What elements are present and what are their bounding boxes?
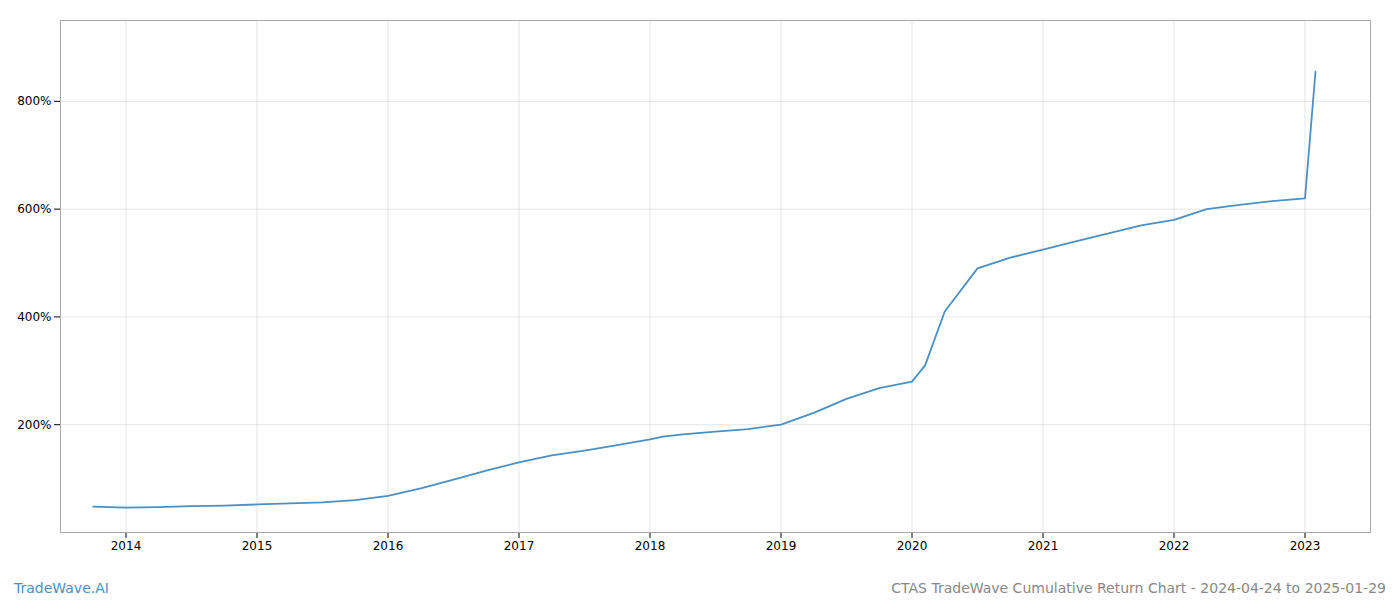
svg-text:2022: 2022 xyxy=(1159,539,1190,553)
svg-text:2016: 2016 xyxy=(373,539,404,553)
svg-text:400%: 400% xyxy=(17,310,51,324)
svg-text:2015: 2015 xyxy=(242,539,273,553)
html-text:TradeWave.AI: TradeWave.AI xyxy=(14,580,109,596)
html-text:CTAS TradeWave Cumulative Retu: CTAS TradeWave Cumulative Return Chart -… xyxy=(891,580,1386,596)
svg-text:800%: 800% xyxy=(17,94,51,108)
svg-text:2019: 2019 xyxy=(766,539,797,553)
svg-text:2021: 2021 xyxy=(1028,539,1059,553)
svg-text:2023: 2023 xyxy=(1290,539,1321,553)
svg-text:600%: 600% xyxy=(17,202,51,216)
svg-text:2014: 2014 xyxy=(111,539,142,553)
svg-text:200%: 200% xyxy=(17,418,51,432)
svg-text:2017: 2017 xyxy=(504,539,535,553)
svg-text:2020: 2020 xyxy=(897,539,928,553)
svg-text:2018: 2018 xyxy=(635,539,666,553)
